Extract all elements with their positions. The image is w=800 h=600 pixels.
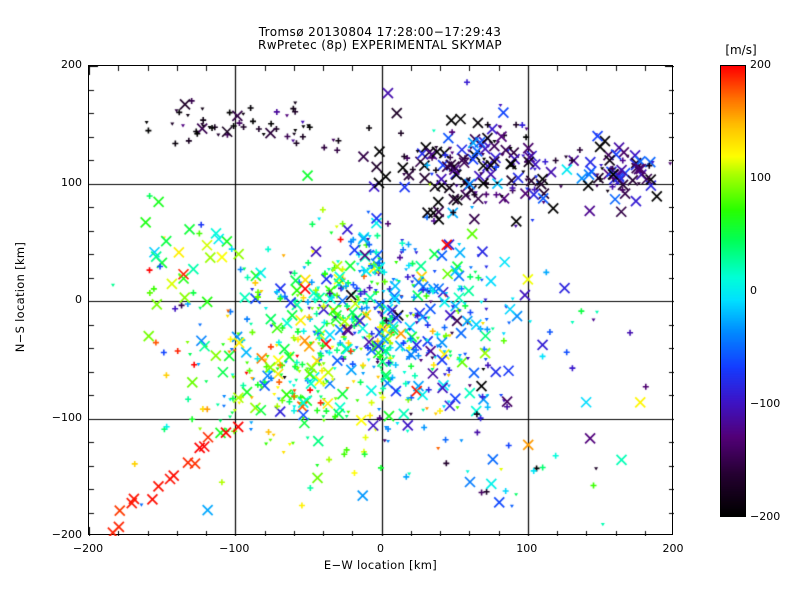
y-tick-label: −200 bbox=[51, 528, 82, 541]
colorbar-canvas bbox=[721, 66, 745, 516]
y-tick-label: −100 bbox=[51, 410, 82, 424]
x-tick-label: 0 bbox=[377, 542, 384, 555]
colorbar-tick-label: 100 bbox=[750, 171, 771, 184]
colorbar-tick-label: 0 bbox=[750, 284, 757, 297]
x-tick-label: 100 bbox=[516, 542, 538, 555]
title-line-2: RwPretec (8p) EXPERIMENTAL SKYMAP bbox=[257, 38, 503, 52]
colorbar-tick-label: 200 bbox=[750, 58, 771, 71]
y-tick-label: 0 bbox=[75, 293, 82, 306]
x-tick-label: −200 bbox=[72, 542, 104, 555]
y-tick-label: 200 bbox=[61, 58, 82, 71]
colorbar-tick-label: −100 bbox=[750, 397, 781, 410]
y-tick-label: 100 bbox=[61, 175, 82, 189]
x-tick-label: 200 bbox=[662, 542, 684, 555]
plot-title: Tromsø 20130804 17:28:00−17:29:43 RwPret… bbox=[0, 26, 760, 52]
plot-area bbox=[88, 65, 674, 536]
colorbar-title: [m/s] bbox=[725, 43, 757, 57]
y-axis-title: N−S location [km] bbox=[13, 241, 27, 353]
title-line-1: Tromsø 20130804 17:28:00−17:29:43 bbox=[258, 25, 502, 39]
colorbar: [m/s] 200 100 0 −100 −200 bbox=[712, 40, 800, 540]
scatter-plot-canvas bbox=[89, 66, 674, 536]
colorbar-tick-label: −200 bbox=[750, 510, 781, 523]
x-tick-label: −100 bbox=[219, 542, 250, 555]
colorbar-gradient bbox=[720, 65, 746, 517]
x-axis-title: E−W location [km] bbox=[323, 558, 438, 572]
